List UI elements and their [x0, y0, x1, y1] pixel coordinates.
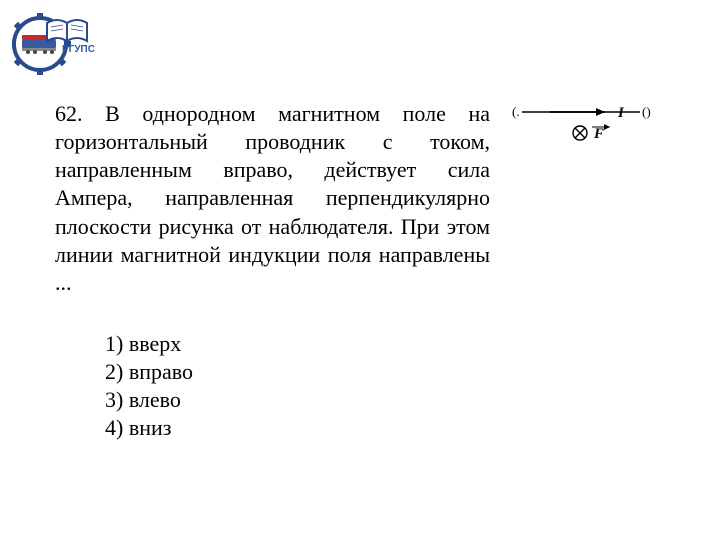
logo-text: РГУПС: [62, 44, 95, 55]
current-arrow-head: [596, 108, 605, 116]
option-4: 4) вниз: [105, 414, 193, 442]
question-block: 62. В однородном магнитном поле на гориз…: [55, 100, 490, 297]
force-vector-overbar-head: [604, 124, 610, 130]
university-logo: РГУПС: [12, 8, 107, 78]
option-2: 2) вправо: [105, 358, 193, 386]
physics-diagram: (. () I F: [510, 100, 680, 155]
option-1: 1) вверх: [105, 330, 193, 358]
current-label: I: [617, 105, 625, 121]
right-end-symbol: (): [642, 104, 651, 119]
question-text: 62. В однородном магнитном поле на гориз…: [55, 100, 490, 297]
force-label: F: [593, 126, 604, 142]
left-end-symbol: (.: [512, 104, 520, 119]
answer-options: 1) вверх 2) вправо 3) влево 4) вниз: [105, 330, 193, 443]
option-3: 3) влево: [105, 386, 193, 414]
